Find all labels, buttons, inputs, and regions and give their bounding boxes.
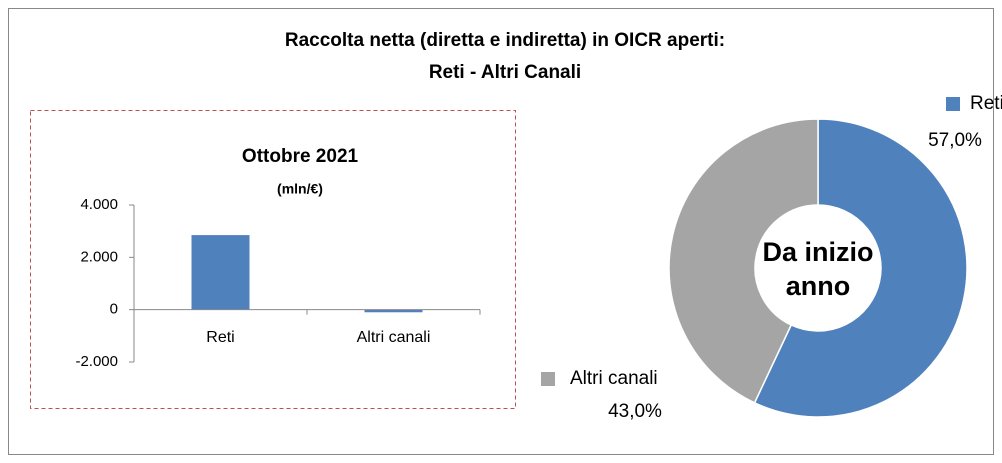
legend-label: Altri canali — [570, 368, 658, 389]
legend-label: Reti — [970, 93, 1002, 114]
main-title: Raccolta netta (diretta e indiretta) in … — [285, 30, 725, 51]
donut-slice — [668, 118, 819, 404]
donut-slice — [753, 118, 968, 418]
value-label: 57,0% — [928, 130, 982, 151]
legend-swatch — [946, 97, 960, 111]
bar — [364, 309, 423, 313]
bar — [191, 235, 250, 310]
bar-panel — [30, 110, 516, 409]
y-tick-label: 4.000 — [80, 196, 118, 213]
bar-title: Ottobre 2021 — [242, 146, 359, 167]
y-tick-label: 2.000 — [80, 248, 118, 265]
y-tick-label: 0 — [110, 301, 118, 318]
y-tick-label: -2.000 — [75, 353, 118, 370]
bar-subtitle: (mln/€) — [277, 181, 323, 197]
main-title: Reti - Altri Canali — [429, 62, 581, 83]
center-label: anno — [786, 271, 851, 301]
value-label: 43,0% — [608, 401, 662, 422]
x-tick-label: Reti — [206, 329, 234, 346]
legend-swatch — [541, 372, 555, 386]
x-tick-label: Altri canali — [357, 329, 431, 346]
center-label: Da inizio — [762, 237, 873, 267]
